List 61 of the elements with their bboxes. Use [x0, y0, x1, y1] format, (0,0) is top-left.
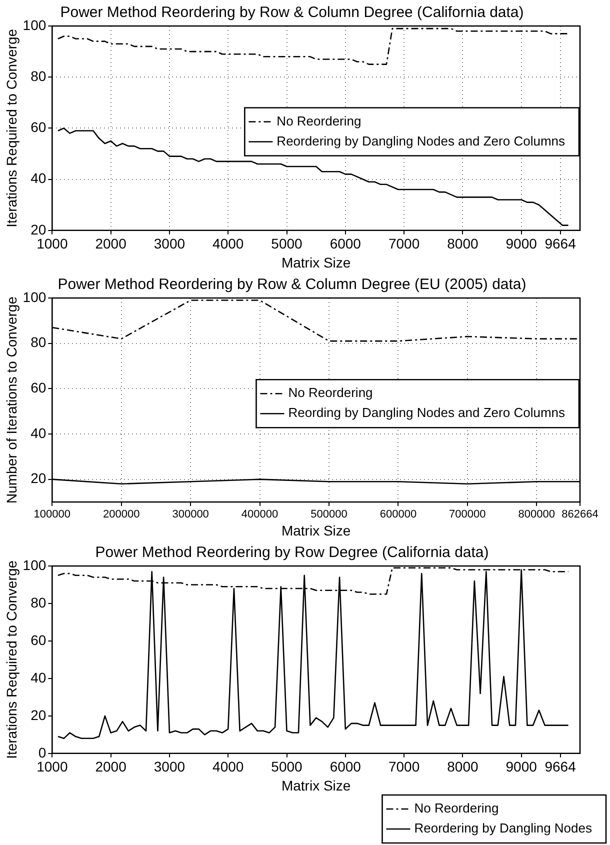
x-tick-label: 3000 [154, 758, 186, 775]
x-tick-label: 600000 [380, 508, 417, 521]
x-tick-label: 1000 [36, 758, 68, 775]
line-series [57, 28, 569, 65]
chart-title: Power Method Reordering by Row & Column Degree (California data) [60, 4, 524, 22]
x-tick-label: 862664 [562, 508, 598, 521]
x-axis-title: Matrix Size [281, 777, 351, 794]
y-tick-label: 100 [22, 288, 46, 305]
x-tick-label: 5000 [271, 236, 303, 252]
x-tick-label: 7000 [388, 758, 420, 775]
legend-label: Reording by Dangling Nodes and Zero Columns [288, 405, 566, 420]
y-tick-label: 40 [30, 424, 46, 441]
y-tick-label: 40 [30, 669, 46, 686]
x-tick-label: 500000 [310, 508, 348, 521]
x-tick-label: 2000 [95, 236, 127, 252]
legend-label: No Reordering [276, 113, 362, 128]
x-axis-title: Matrix Size [281, 254, 351, 270]
x-tick-label: 6000 [330, 236, 362, 252]
x-axis-title: Matrix Size [281, 522, 351, 538]
x-tick-label: 400000 [241, 508, 278, 521]
y-tick-label: 100 [22, 16, 46, 33]
legend-label: No Reordering [288, 385, 373, 400]
y-tick-label: 80 [30, 594, 46, 610]
chart-title: Power Method Reordering by Row Degree (California data) [95, 544, 489, 562]
y-tick-label: 60 [30, 380, 46, 396]
x-tick-label: 9000 [506, 758, 538, 775]
x-tick-label: 800000 [518, 508, 555, 521]
y-tick-label: 20 [30, 470, 46, 486]
x-tick-label: 100000 [34, 508, 71, 521]
x-tick-label: 2000 [95, 758, 127, 775]
x-tick-label: 9664 [544, 758, 576, 775]
x-tick-label: 7000 [388, 236, 420, 252]
y-tick-label: 60 [30, 632, 46, 648]
x-tick-label: 4000 [212, 758, 244, 775]
y-axis-title: Iterations Required to Converge [3, 560, 20, 759]
legend-label: No Reordering [414, 800, 499, 816]
x-tick-label: 1000 [36, 236, 68, 252]
legend-label: Reordering by Dangling Nodes [414, 820, 592, 836]
y-tick-label: 100 [22, 556, 46, 573]
y-axis-title: Iterations Required to Converge [3, 28, 20, 228]
y-tick-label: 80 [30, 68, 46, 84]
x-tick-label: 8000 [447, 758, 478, 775]
y-tick-label: 20 [30, 221, 46, 238]
y-tick-label: 20 [30, 706, 46, 723]
y-tick-label: 80 [30, 334, 46, 350]
x-tick-label: 9000 [506, 236, 538, 252]
x-tick-label: 3000 [154, 236, 186, 252]
x-tick-label: 8000 [447, 236, 478, 252]
y-axis-title: Number of Iterations to Converge [3, 296, 20, 504]
x-tick-label: 300000 [172, 508, 209, 521]
x-tick-label: 6000 [330, 758, 362, 775]
x-tick-label: 4000 [212, 236, 244, 252]
x-tick-label: 200000 [103, 508, 140, 521]
y-tick-label: 40 [30, 170, 46, 186]
legend-label: Reordering by Dangling Nodes and Zero Columns [276, 133, 566, 148]
y-tick-label: 60 [30, 119, 46, 136]
x-tick-label: 9664 [544, 236, 576, 252]
x-tick-label: 5000 [271, 758, 303, 775]
x-tick-label: 700000 [449, 508, 486, 521]
y-tick-label: 0 [38, 744, 46, 760]
chart-title: Power Method Reordering by Row & Column Degree (EU (2005) data) [58, 276, 526, 294]
